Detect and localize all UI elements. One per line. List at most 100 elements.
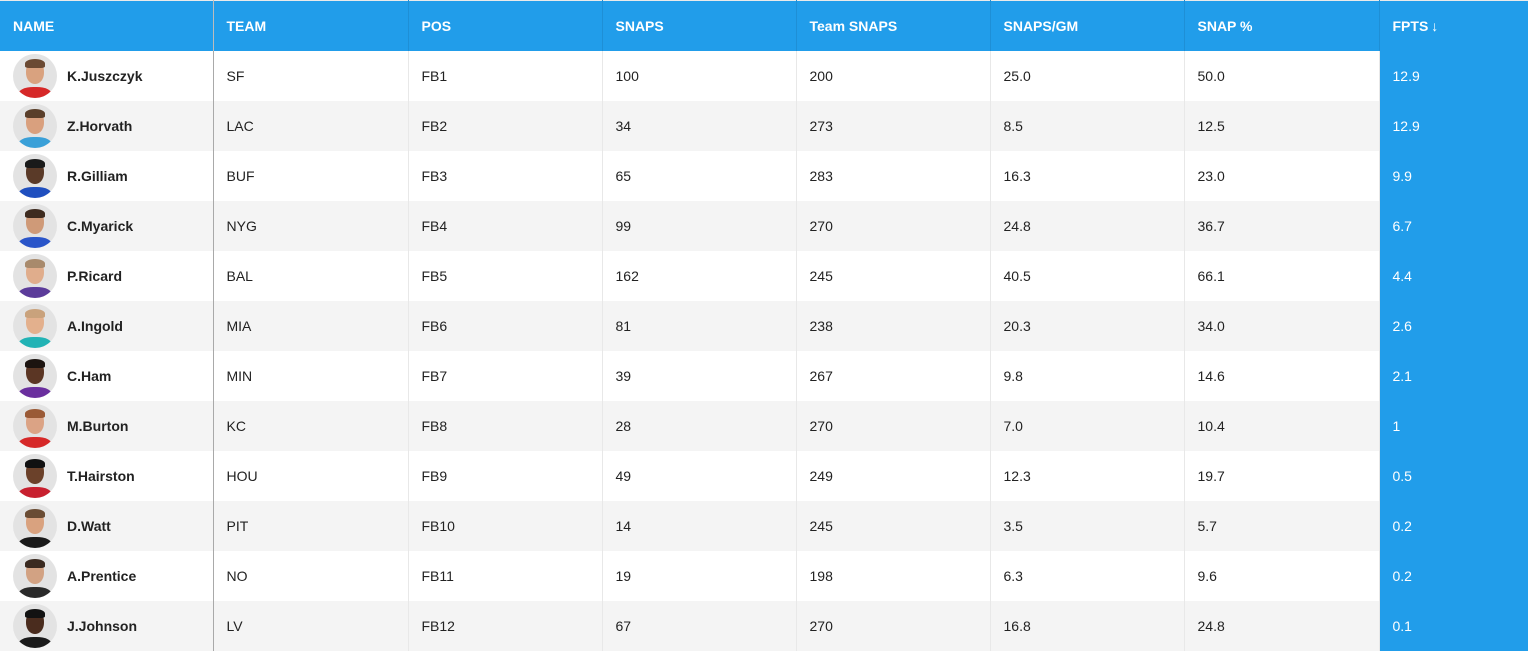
player-name-link[interactable]: D.Watt — [67, 517, 111, 534]
header-snap-percent[interactable]: SNAP % — [1184, 0, 1380, 51]
table-row[interactable]: D.Watt PIT FB10 14 245 3.5 5.7 0.2 — [0, 500, 1528, 551]
header-pos[interactable]: POS — [408, 0, 603, 51]
jersey-shape — [18, 536, 52, 548]
jersey-shape — [18, 186, 52, 198]
position-cell: FB4 — [408, 200, 603, 251]
header-team-label: TEAM — [226, 17, 267, 34]
team-snaps-cell: 249 — [796, 450, 991, 501]
player-name-cell: K.Juszczyk — [0, 50, 214, 101]
table-row[interactable]: T.Hairston HOU FB9 49 249 12.3 19.7 0.5 — [0, 450, 1528, 501]
snap-percent-cell: 34.0 — [1184, 300, 1380, 351]
header-snaps[interactable]: SNAPS — [602, 0, 797, 51]
team-snaps-cell: 245 — [796, 500, 991, 551]
table-header: NAME TEAM POS SNAPS Team SNAPS SNAPS/GM … — [0, 0, 1528, 51]
player-name-link[interactable]: T.Hairston — [67, 467, 135, 484]
hair-shape — [25, 308, 45, 318]
table-row[interactable]: Z.Horvath LAC FB2 34 273 8.5 12.5 12.9 — [0, 100, 1528, 151]
position-cell: FB5 — [408, 250, 603, 301]
player-avatar — [13, 253, 57, 298]
player: A.Prentice — [13, 553, 200, 598]
player-name-link[interactable]: R.Gilliam — [67, 167, 128, 184]
header-snaps-per-game[interactable]: SNAPS/GM — [990, 0, 1185, 51]
team-snaps-cell: 270 — [796, 200, 991, 251]
player-name-link[interactable]: C.Ham — [67, 367, 112, 384]
table-row[interactable]: C.Myarick NYG FB4 99 270 24.8 36.7 6.7 — [0, 200, 1528, 251]
table-row[interactable]: A.Ingold MIA FB6 81 238 20.3 34.0 2.6 — [0, 300, 1528, 351]
table-row[interactable]: K.Juszczyk SF FB1 100 200 25.0 50.0 12.9 — [0, 50, 1528, 101]
fpts-cell: 6.7 — [1379, 200, 1528, 251]
table-row[interactable]: R.Gilliam BUF FB3 65 283 16.3 23.0 9.9 — [0, 150, 1528, 201]
snaps-cell: 162 — [602, 250, 797, 301]
header-name[interactable]: NAME — [0, 0, 214, 51]
player: M.Burton — [13, 403, 200, 448]
team-cell: SF — [213, 50, 409, 101]
snaps-per-game-cell: 6.3 — [990, 550, 1185, 601]
table-row[interactable]: M.Burton KC FB8 28 270 7.0 10.4 1 — [0, 400, 1528, 451]
table-row[interactable]: J.Johnson LV FB12 67 270 16.8 24.8 0.1 — [0, 600, 1528, 651]
snap-percent-cell: 36.7 — [1184, 200, 1380, 251]
snaps-per-game-cell: 8.5 — [990, 100, 1185, 151]
table-row[interactable]: P.Ricard BAL FB5 162 245 40.5 66.1 4.4 — [0, 250, 1528, 301]
player-name-cell: P.Ricard — [0, 250, 214, 301]
player: K.Juszczyk — [13, 53, 200, 98]
jersey-shape — [18, 286, 52, 298]
header-snap-percent-label: SNAP % — [1197, 17, 1253, 34]
hair-shape — [25, 408, 45, 418]
team-snaps-cell: 198 — [796, 550, 991, 601]
snaps-cell: 67 — [602, 600, 797, 651]
table-row[interactable]: A.Prentice NO FB11 19 198 6.3 9.6 0.2 — [0, 550, 1528, 601]
team-snaps-cell: 238 — [796, 300, 991, 351]
snaps-per-game-cell: 12.3 — [990, 450, 1185, 501]
player-name-cell: A.Prentice — [0, 550, 214, 601]
snaps-cell: 49 — [602, 450, 797, 501]
fpts-cell: 9.9 — [1379, 150, 1528, 201]
jersey-shape — [18, 86, 52, 98]
header-team[interactable]: TEAM — [213, 0, 409, 51]
jersey-shape — [18, 386, 52, 398]
hair-shape — [25, 558, 45, 568]
snaps-cell: 100 — [602, 50, 797, 101]
player-name-cell: C.Myarick — [0, 200, 214, 251]
player-name-link[interactable]: P.Ricard — [67, 267, 122, 284]
player-name-link[interactable]: M.Burton — [67, 417, 129, 434]
snap-percent-cell: 10.4 — [1184, 400, 1380, 451]
snaps-per-game-cell: 25.0 — [990, 50, 1185, 101]
team-snaps-cell: 270 — [796, 600, 991, 651]
player-avatar — [13, 303, 57, 348]
player-name-link[interactable]: K.Juszczyk — [67, 67, 143, 84]
hair-shape — [25, 258, 45, 268]
jersey-shape — [18, 236, 52, 248]
player-name-link[interactable]: C.Myarick — [67, 217, 134, 234]
snap-percent-cell: 5.7 — [1184, 500, 1380, 551]
player-name-link[interactable]: J.Johnson — [67, 617, 138, 634]
jersey-shape — [18, 136, 52, 148]
player-avatar — [13, 203, 57, 248]
table-row[interactable]: C.Ham MIN FB7 39 267 9.8 14.6 2.1 — [0, 350, 1528, 401]
position-cell: FB6 — [408, 300, 603, 351]
sort-descending-icon: ↓ — [1431, 17, 1439, 34]
header-team-snaps[interactable]: Team SNAPS — [796, 0, 991, 51]
player-avatar — [13, 603, 57, 648]
position-cell: FB10 — [408, 500, 603, 551]
fpts-cell: 12.9 — [1379, 100, 1528, 151]
player: D.Watt — [13, 503, 200, 548]
snap-percent-cell: 24.8 — [1184, 600, 1380, 651]
team-cell: MIN — [213, 350, 409, 401]
team-snaps-cell: 273 — [796, 100, 991, 151]
player: R.Gilliam — [13, 153, 200, 198]
player: J.Johnson — [13, 603, 200, 648]
position-cell: FB7 — [408, 350, 603, 401]
player-name-link[interactable]: A.Ingold — [67, 317, 123, 334]
team-snaps-cell: 245 — [796, 250, 991, 301]
player-name-cell: M.Burton — [0, 400, 214, 451]
position-cell: FB12 — [408, 600, 603, 651]
jersey-shape — [18, 586, 52, 598]
snaps-cell: 34 — [602, 100, 797, 151]
snap-percent-cell: 19.7 — [1184, 450, 1380, 501]
player-name-link[interactable]: A.Prentice — [67, 567, 137, 584]
player-name-link[interactable]: Z.Horvath — [67, 117, 133, 134]
header-fpts[interactable]: FPTS ↓ — [1379, 0, 1528, 51]
hair-shape — [25, 358, 45, 368]
snaps-per-game-cell: 9.8 — [990, 350, 1185, 401]
hair-shape — [25, 208, 45, 218]
